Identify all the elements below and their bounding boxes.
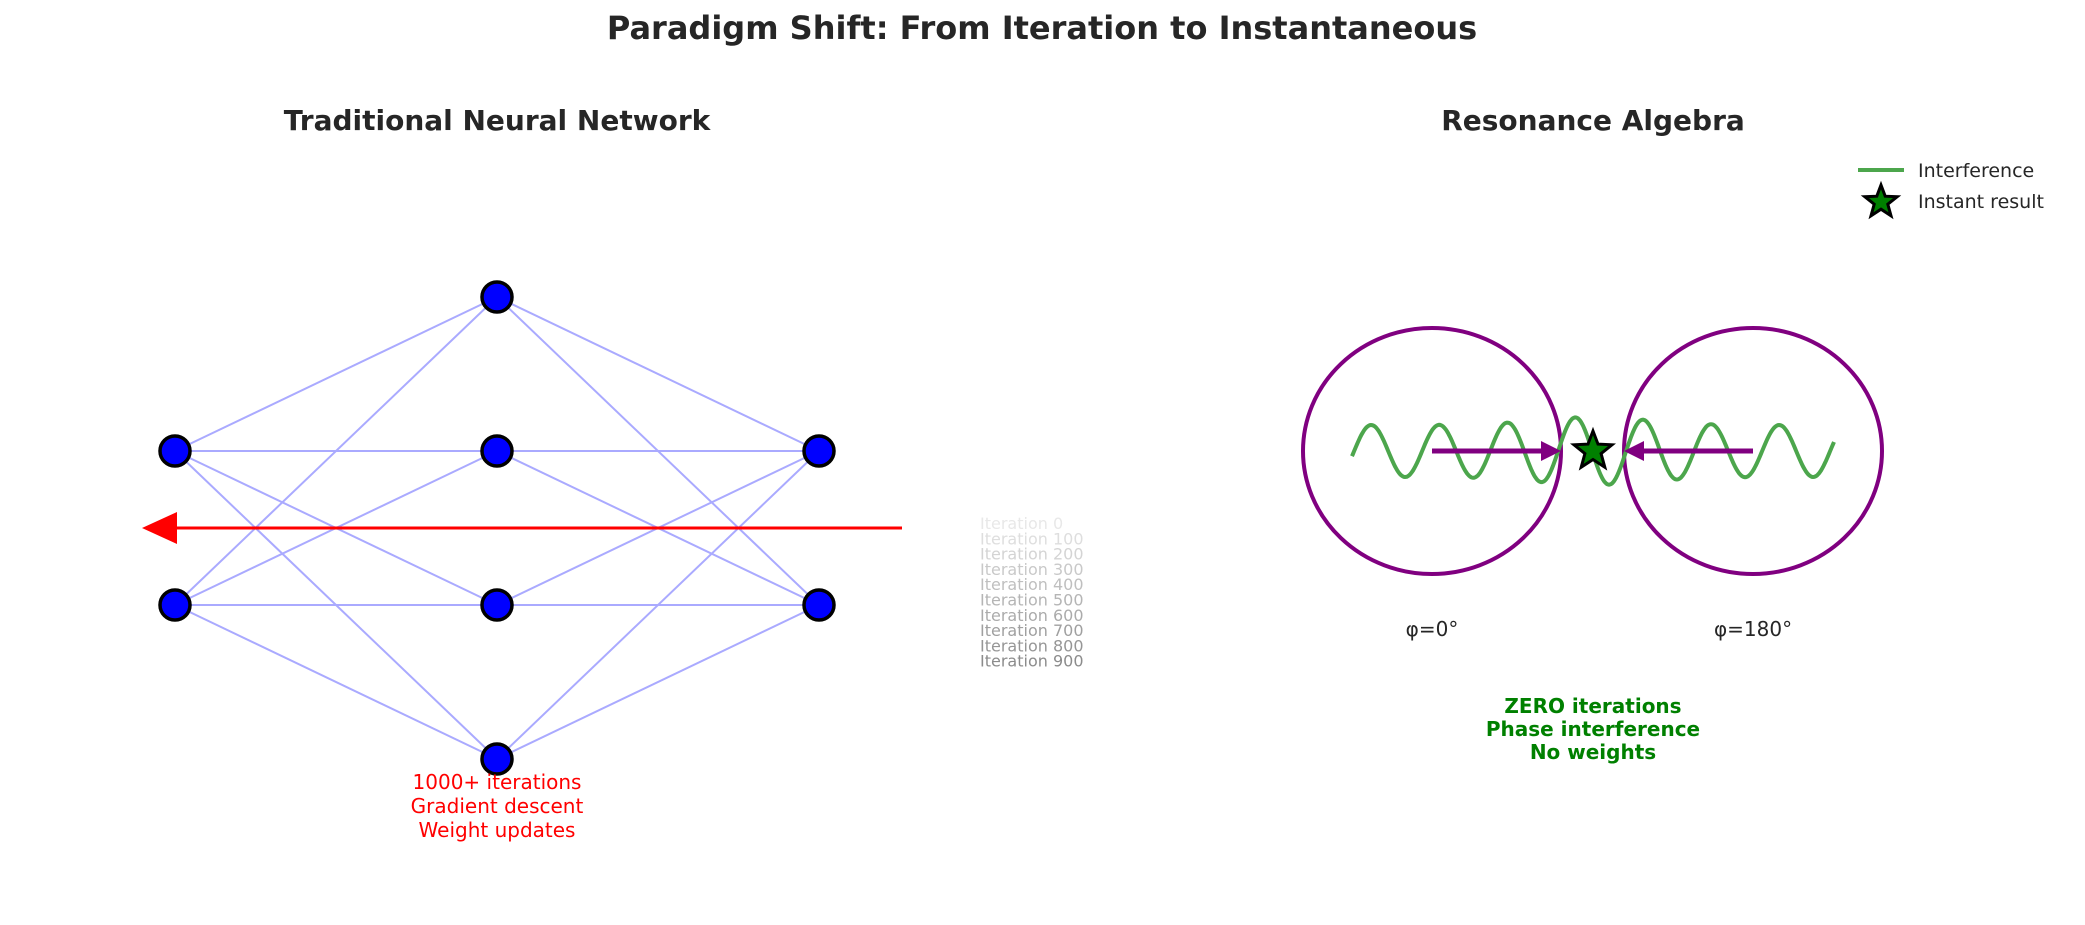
nn-node-hidden-4 bbox=[480, 742, 514, 776]
legend-instant-result-label: Instant result bbox=[1918, 191, 2044, 213]
right-caption-line-2: Phase interference bbox=[1486, 717, 1700, 741]
nn-edge-hidden-4-output-2 bbox=[496, 604, 820, 760]
nn-edge-hidden-1-output-1 bbox=[496, 296, 820, 452]
instant-result-star-icon bbox=[1569, 426, 1617, 471]
nn-edge-input-2-hidden-1 bbox=[174, 296, 498, 606]
nn-node-hidden-2 bbox=[480, 434, 514, 468]
iteration-arrow bbox=[142, 512, 902, 544]
nn-node-hidden-3 bbox=[480, 588, 514, 622]
nn-node-hidden-1 bbox=[480, 280, 514, 314]
left-caption-line-3: Weight updates bbox=[419, 818, 576, 842]
nn-edge-input-1-hidden-1 bbox=[174, 296, 498, 452]
left-phase-label: φ=0° bbox=[1406, 617, 1459, 641]
nn-edge-hidden-4-output-1 bbox=[496, 450, 820, 760]
left-phase-arrow-head bbox=[1541, 441, 1561, 461]
iteration-label: Iteration 900 bbox=[980, 652, 1084, 671]
iteration-label: Iteration 200 bbox=[980, 545, 1084, 564]
right-panel-title: Resonance Algebra bbox=[1441, 104, 1745, 137]
legend: Interference Instant result bbox=[1858, 160, 2044, 220]
iteration-label: Iteration 600 bbox=[980, 606, 1084, 625]
iteration-label: Iteration 300 bbox=[980, 560, 1084, 579]
right-phase-label: φ=180° bbox=[1714, 617, 1792, 641]
nn-nodes bbox=[158, 280, 836, 776]
left-phase-arrow bbox=[1432, 441, 1561, 461]
right-caption: ZERO iterations Phase interference No we… bbox=[1486, 694, 1700, 764]
right-caption-line-1: ZERO iterations bbox=[1504, 694, 1681, 718]
right-panel: Resonance Algebra φ=0° φ=180° ZERO itera… bbox=[1301, 104, 2044, 764]
nn-node-input-2 bbox=[158, 588, 192, 622]
right-phase-arrow bbox=[1624, 441, 1753, 461]
right-caption-line-3: No weights bbox=[1530, 740, 1656, 764]
nn-node-output-2 bbox=[802, 588, 836, 622]
iteration-label: Iteration 700 bbox=[980, 621, 1084, 640]
iteration-label: Iteration 500 bbox=[980, 591, 1084, 610]
left-caption: 1000+ iterations Gradient descent Weight… bbox=[411, 770, 584, 842]
iteration-label: Iteration 100 bbox=[980, 529, 1084, 548]
right-phase-arrow-head bbox=[1624, 441, 1644, 461]
iteration-label: Iteration 400 bbox=[980, 575, 1084, 594]
legend-interference-label: Interference bbox=[1918, 160, 2034, 182]
left-panel: Traditional Neural Network Iteration 0It… bbox=[142, 104, 1084, 842]
figure-title: Paradigm Shift: From Iteration to Instan… bbox=[607, 9, 1477, 47]
left-caption-line-1: 1000+ iterations bbox=[413, 770, 582, 794]
iteration-label: Iteration 800 bbox=[980, 636, 1084, 655]
legend-star-icon bbox=[1860, 180, 1902, 220]
iteration-arrow-head bbox=[142, 512, 177, 544]
nn-node-output-1 bbox=[802, 434, 836, 468]
nn-edge-input-2-hidden-4 bbox=[174, 604, 498, 760]
iteration-label: Iteration 0 bbox=[980, 514, 1063, 533]
nn-node-input-1 bbox=[158, 434, 192, 468]
left-caption-line-2: Gradient descent bbox=[411, 794, 584, 818]
left-panel-title: Traditional Neural Network bbox=[284, 104, 712, 137]
